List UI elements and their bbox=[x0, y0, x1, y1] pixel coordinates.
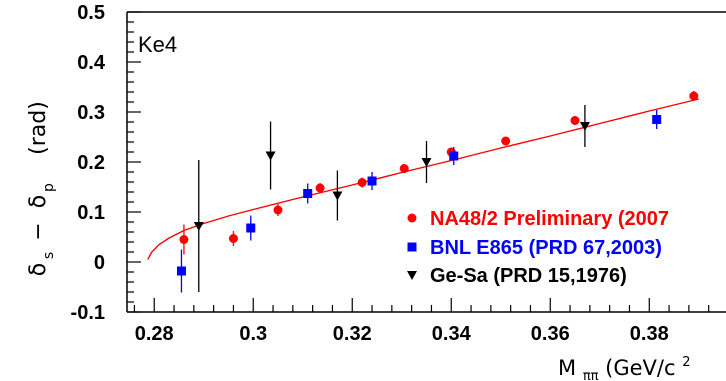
y-tick-label: 0 bbox=[94, 252, 105, 274]
x-label-sup: 2 bbox=[682, 355, 690, 370]
y-label-delta-p: δ bbox=[26, 195, 51, 208]
y-tick-label: 0.4 bbox=[77, 52, 106, 74]
data-point bbox=[421, 158, 432, 167]
x-tick-label: 0.38 bbox=[630, 323, 669, 345]
fit-curve-group bbox=[147, 98, 699, 260]
data-point bbox=[689, 91, 699, 101]
data-point bbox=[501, 136, 511, 146]
data-point bbox=[652, 115, 662, 124]
legend-marker-circle bbox=[407, 213, 417, 223]
legend-label: Ge-Sa (PRD 15,1976) bbox=[430, 265, 627, 287]
x-label-m: M bbox=[558, 356, 576, 380]
y-label-sub-s: s bbox=[41, 252, 57, 259]
data-point bbox=[176, 266, 186, 276]
data-point bbox=[570, 116, 580, 125]
y-tick-label: -0.1 bbox=[71, 302, 105, 324]
data-point bbox=[332, 191, 343, 201]
axes: -0.1 0 0.1 0.2 0.3 0.4 0.5 0.28 0.3 0.32 0.34 0.36 0… bbox=[71, 2, 726, 345]
y-tick-label: 0.2 bbox=[77, 152, 105, 174]
y-label-minus: − bbox=[26, 222, 51, 240]
data-point bbox=[265, 151, 276, 161]
legend-marker-square bbox=[407, 242, 417, 252]
data-point bbox=[228, 234, 238, 243]
data-point bbox=[399, 164, 409, 173]
data-point bbox=[303, 189, 313, 198]
data-point bbox=[449, 151, 459, 161]
legend-marker-triangle bbox=[407, 271, 417, 280]
x-tick-label: 0.28 bbox=[135, 323, 174, 345]
y-tick-label: 0.5 bbox=[77, 2, 105, 24]
data-point bbox=[357, 178, 367, 187]
data-point bbox=[193, 222, 204, 231]
data-point bbox=[179, 235, 189, 244]
axis-labels: Ke4 δ s − δ p (rad) M ππ (GeV/c 2 bbox=[26, 32, 691, 381]
series-square bbox=[176, 110, 662, 293]
data-series-group bbox=[176, 91, 699, 293]
legend-label: BNL E865 (PRD 67,2003) bbox=[430, 237, 662, 259]
y-label-sub-p: p bbox=[41, 183, 57, 192]
x-label-sub: ππ bbox=[583, 369, 599, 381]
x-tick-label: 0.3 bbox=[239, 323, 267, 345]
svg-text:δ s −: δ s − δ p (rad) bbox=[26, 101, 59, 276]
data-point bbox=[273, 205, 283, 215]
y-tick-label: 0.1 bbox=[77, 202, 105, 224]
series-triangle-down bbox=[193, 105, 590, 292]
data-point bbox=[367, 176, 377, 186]
x-axis-label: M ππ (GeV/c 2 bbox=[558, 355, 691, 381]
data-point bbox=[246, 223, 256, 233]
x-tick-label: 0.34 bbox=[432, 323, 472, 345]
x-tick-label: 0.32 bbox=[333, 323, 372, 345]
ke4-annotation: Ke4 bbox=[138, 32, 177, 57]
data-point bbox=[579, 122, 590, 131]
data-point bbox=[315, 183, 325, 193]
y-label-unit: (rad) bbox=[26, 101, 51, 155]
y-tick-label: 0.3 bbox=[77, 102, 105, 124]
x-label-unit: (GeV/c bbox=[605, 356, 675, 380]
x-tick-label: 0.36 bbox=[531, 323, 570, 345]
y-axis-label: δ s − δ p (rad) bbox=[26, 101, 59, 276]
legend: NA48/2 Preliminary (2007 BNL E865 (PRD 67… bbox=[407, 208, 669, 287]
y-label-delta-s: δ bbox=[26, 263, 51, 276]
fit-curve bbox=[147, 98, 699, 260]
legend-label: NA48/2 Preliminary (2007 bbox=[430, 208, 669, 230]
